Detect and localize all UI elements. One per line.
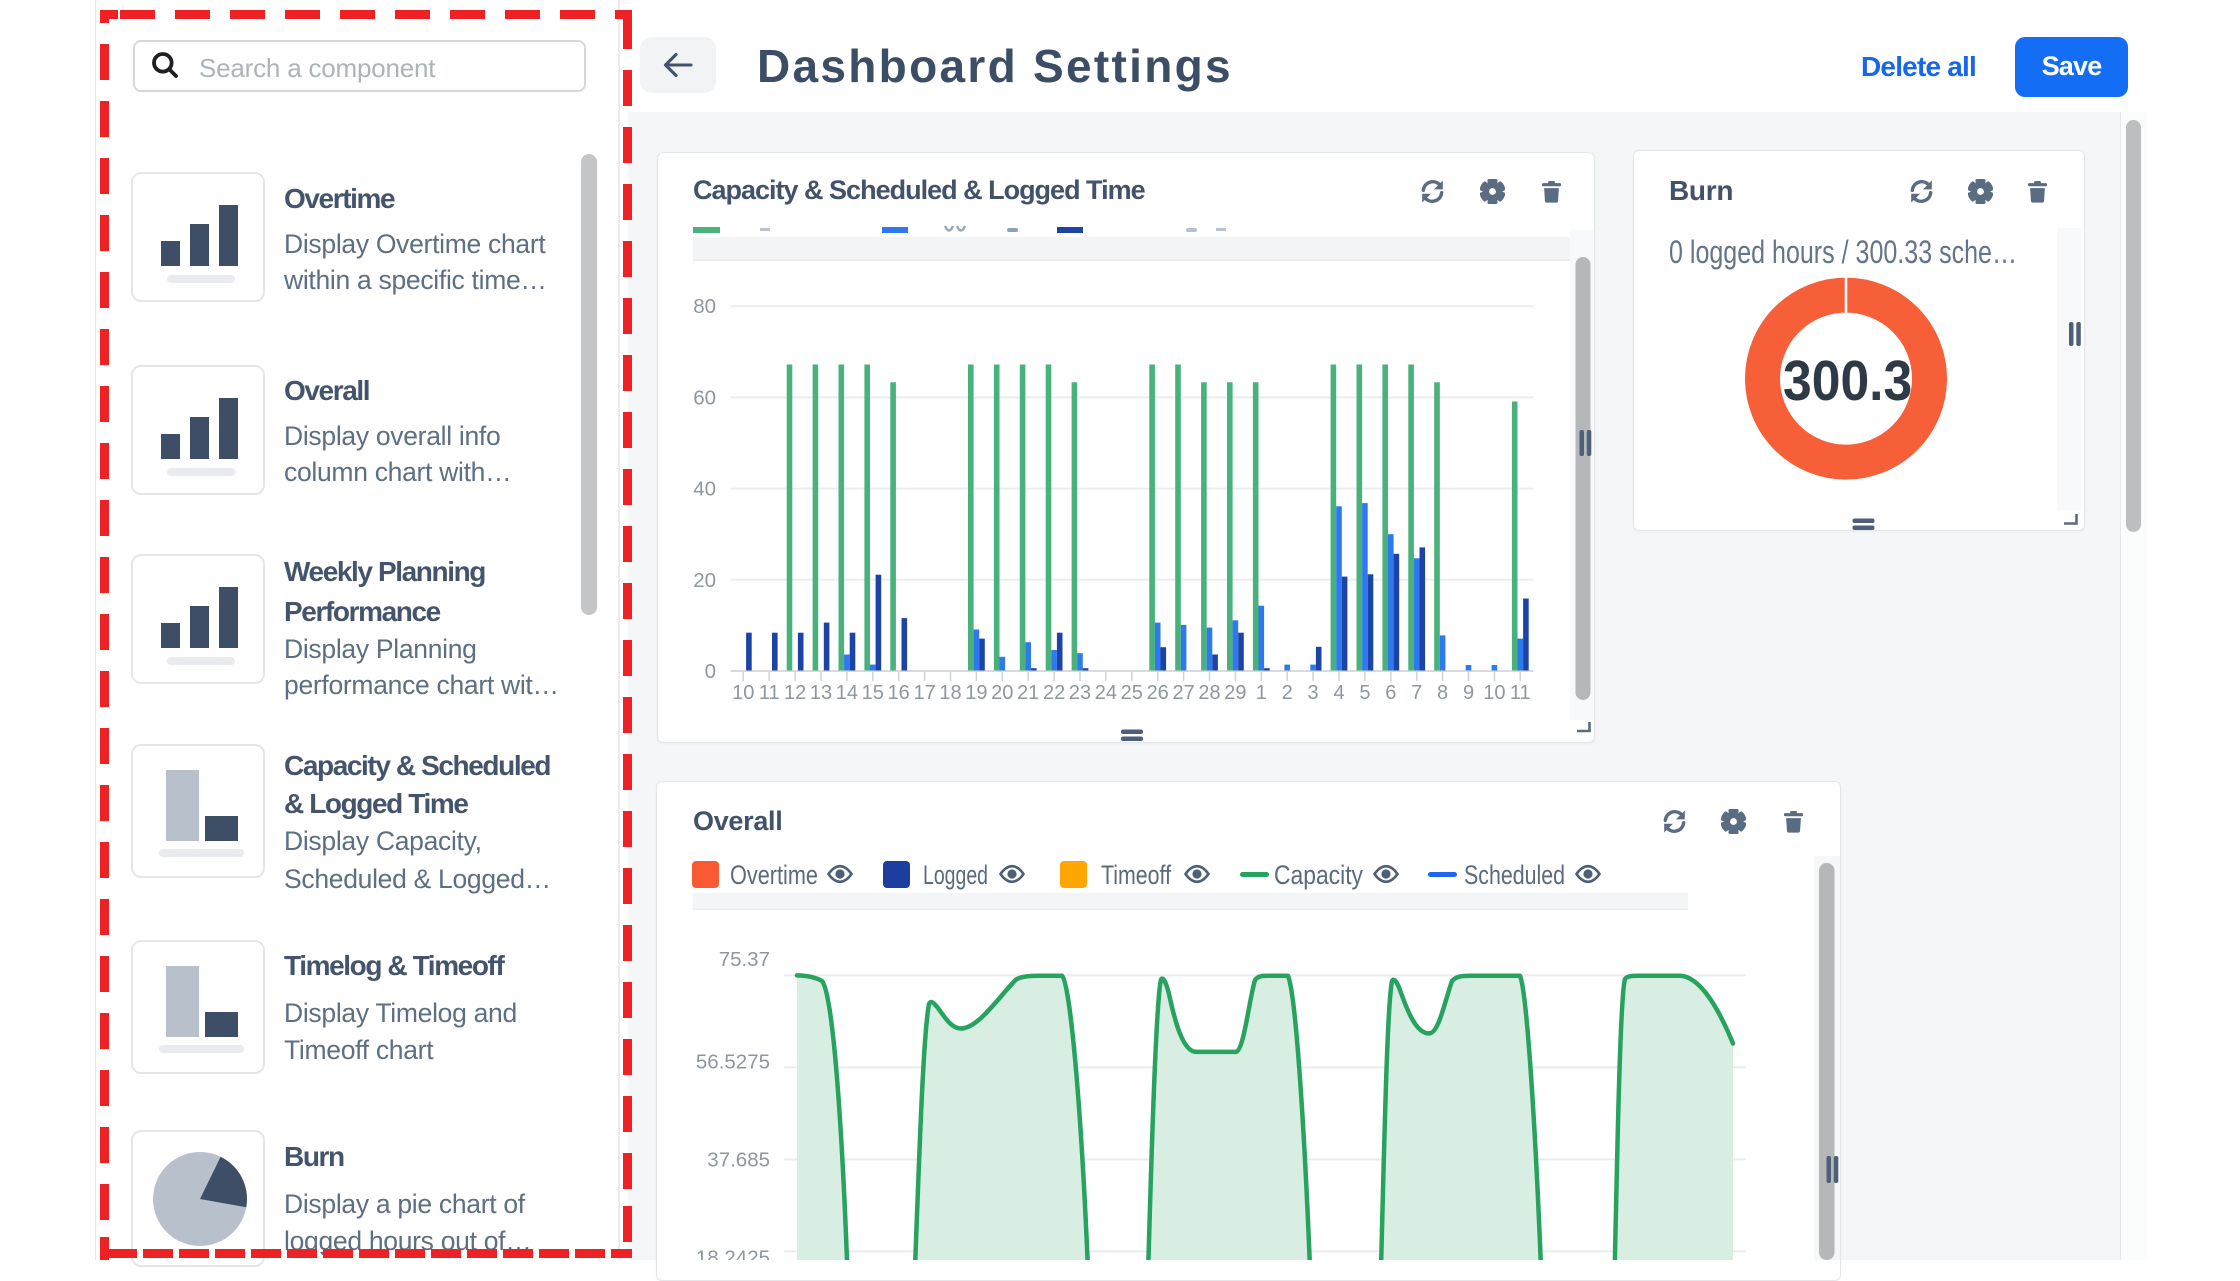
- svg-text:26: 26: [1147, 682, 1169, 704]
- svg-text:19: 19: [965, 682, 987, 704]
- svg-text:14: 14: [836, 682, 858, 704]
- svg-text:7: 7: [1411, 682, 1422, 704]
- svg-text:20: 20: [991, 682, 1013, 704]
- svg-text:18.2425: 18.2425: [696, 1247, 770, 1261]
- svg-text:23: 23: [1069, 682, 1091, 704]
- svg-text:18: 18: [939, 682, 961, 704]
- svg-text:37.685: 37.685: [707, 1148, 770, 1171]
- svg-text:20: 20: [693, 569, 716, 592]
- svg-text:75.37: 75.37: [719, 948, 770, 971]
- svg-text:16: 16: [888, 682, 910, 704]
- svg-text:Capacity: Capacity: [1274, 860, 1363, 890]
- svg-text:13: 13: [810, 682, 832, 704]
- svg-text:5: 5: [1359, 682, 1370, 704]
- svg-text:Scheduled: Scheduled: [1464, 860, 1565, 890]
- svg-text:8: 8: [1437, 682, 1448, 704]
- svg-text:25: 25: [1121, 682, 1143, 704]
- svg-text:10: 10: [1483, 682, 1505, 704]
- svg-text:27: 27: [1172, 682, 1194, 704]
- svg-text:9: 9: [1463, 682, 1474, 704]
- svg-text:11: 11: [1510, 682, 1531, 704]
- svg-text:28: 28: [1198, 682, 1220, 704]
- svg-text:60: 60: [693, 386, 716, 409]
- svg-text:11: 11: [759, 682, 780, 704]
- svg-text:2: 2: [1282, 682, 1293, 704]
- svg-text:0: 0: [705, 660, 716, 683]
- svg-text:80: 80: [693, 295, 716, 318]
- svg-text:24: 24: [1095, 682, 1117, 704]
- svg-text:1: 1: [1256, 682, 1267, 704]
- svg-text:12: 12: [784, 682, 806, 704]
- svg-text:3: 3: [1308, 682, 1319, 704]
- svg-text:21: 21: [1017, 682, 1039, 704]
- svg-text:0 logged hours / 300.33 sche…: 0 logged hours / 300.33 sche…: [1669, 234, 2017, 270]
- svg-text:22: 22: [1043, 682, 1065, 704]
- svg-text:56.5275: 56.5275: [696, 1050, 770, 1073]
- svg-text:10: 10: [732, 682, 754, 704]
- svg-text:40: 40: [693, 478, 716, 501]
- svg-text:6: 6: [1385, 682, 1396, 704]
- svg-text:Logged: Logged: [923, 860, 988, 890]
- svg-text:15: 15: [862, 682, 884, 704]
- svg-text:Overtime: Overtime: [730, 860, 818, 890]
- svg-text:17: 17: [913, 682, 935, 704]
- svg-text:Timeoff: Timeoff: [1101, 860, 1171, 890]
- svg-text:4: 4: [1333, 682, 1344, 704]
- svg-text:29: 29: [1224, 682, 1246, 704]
